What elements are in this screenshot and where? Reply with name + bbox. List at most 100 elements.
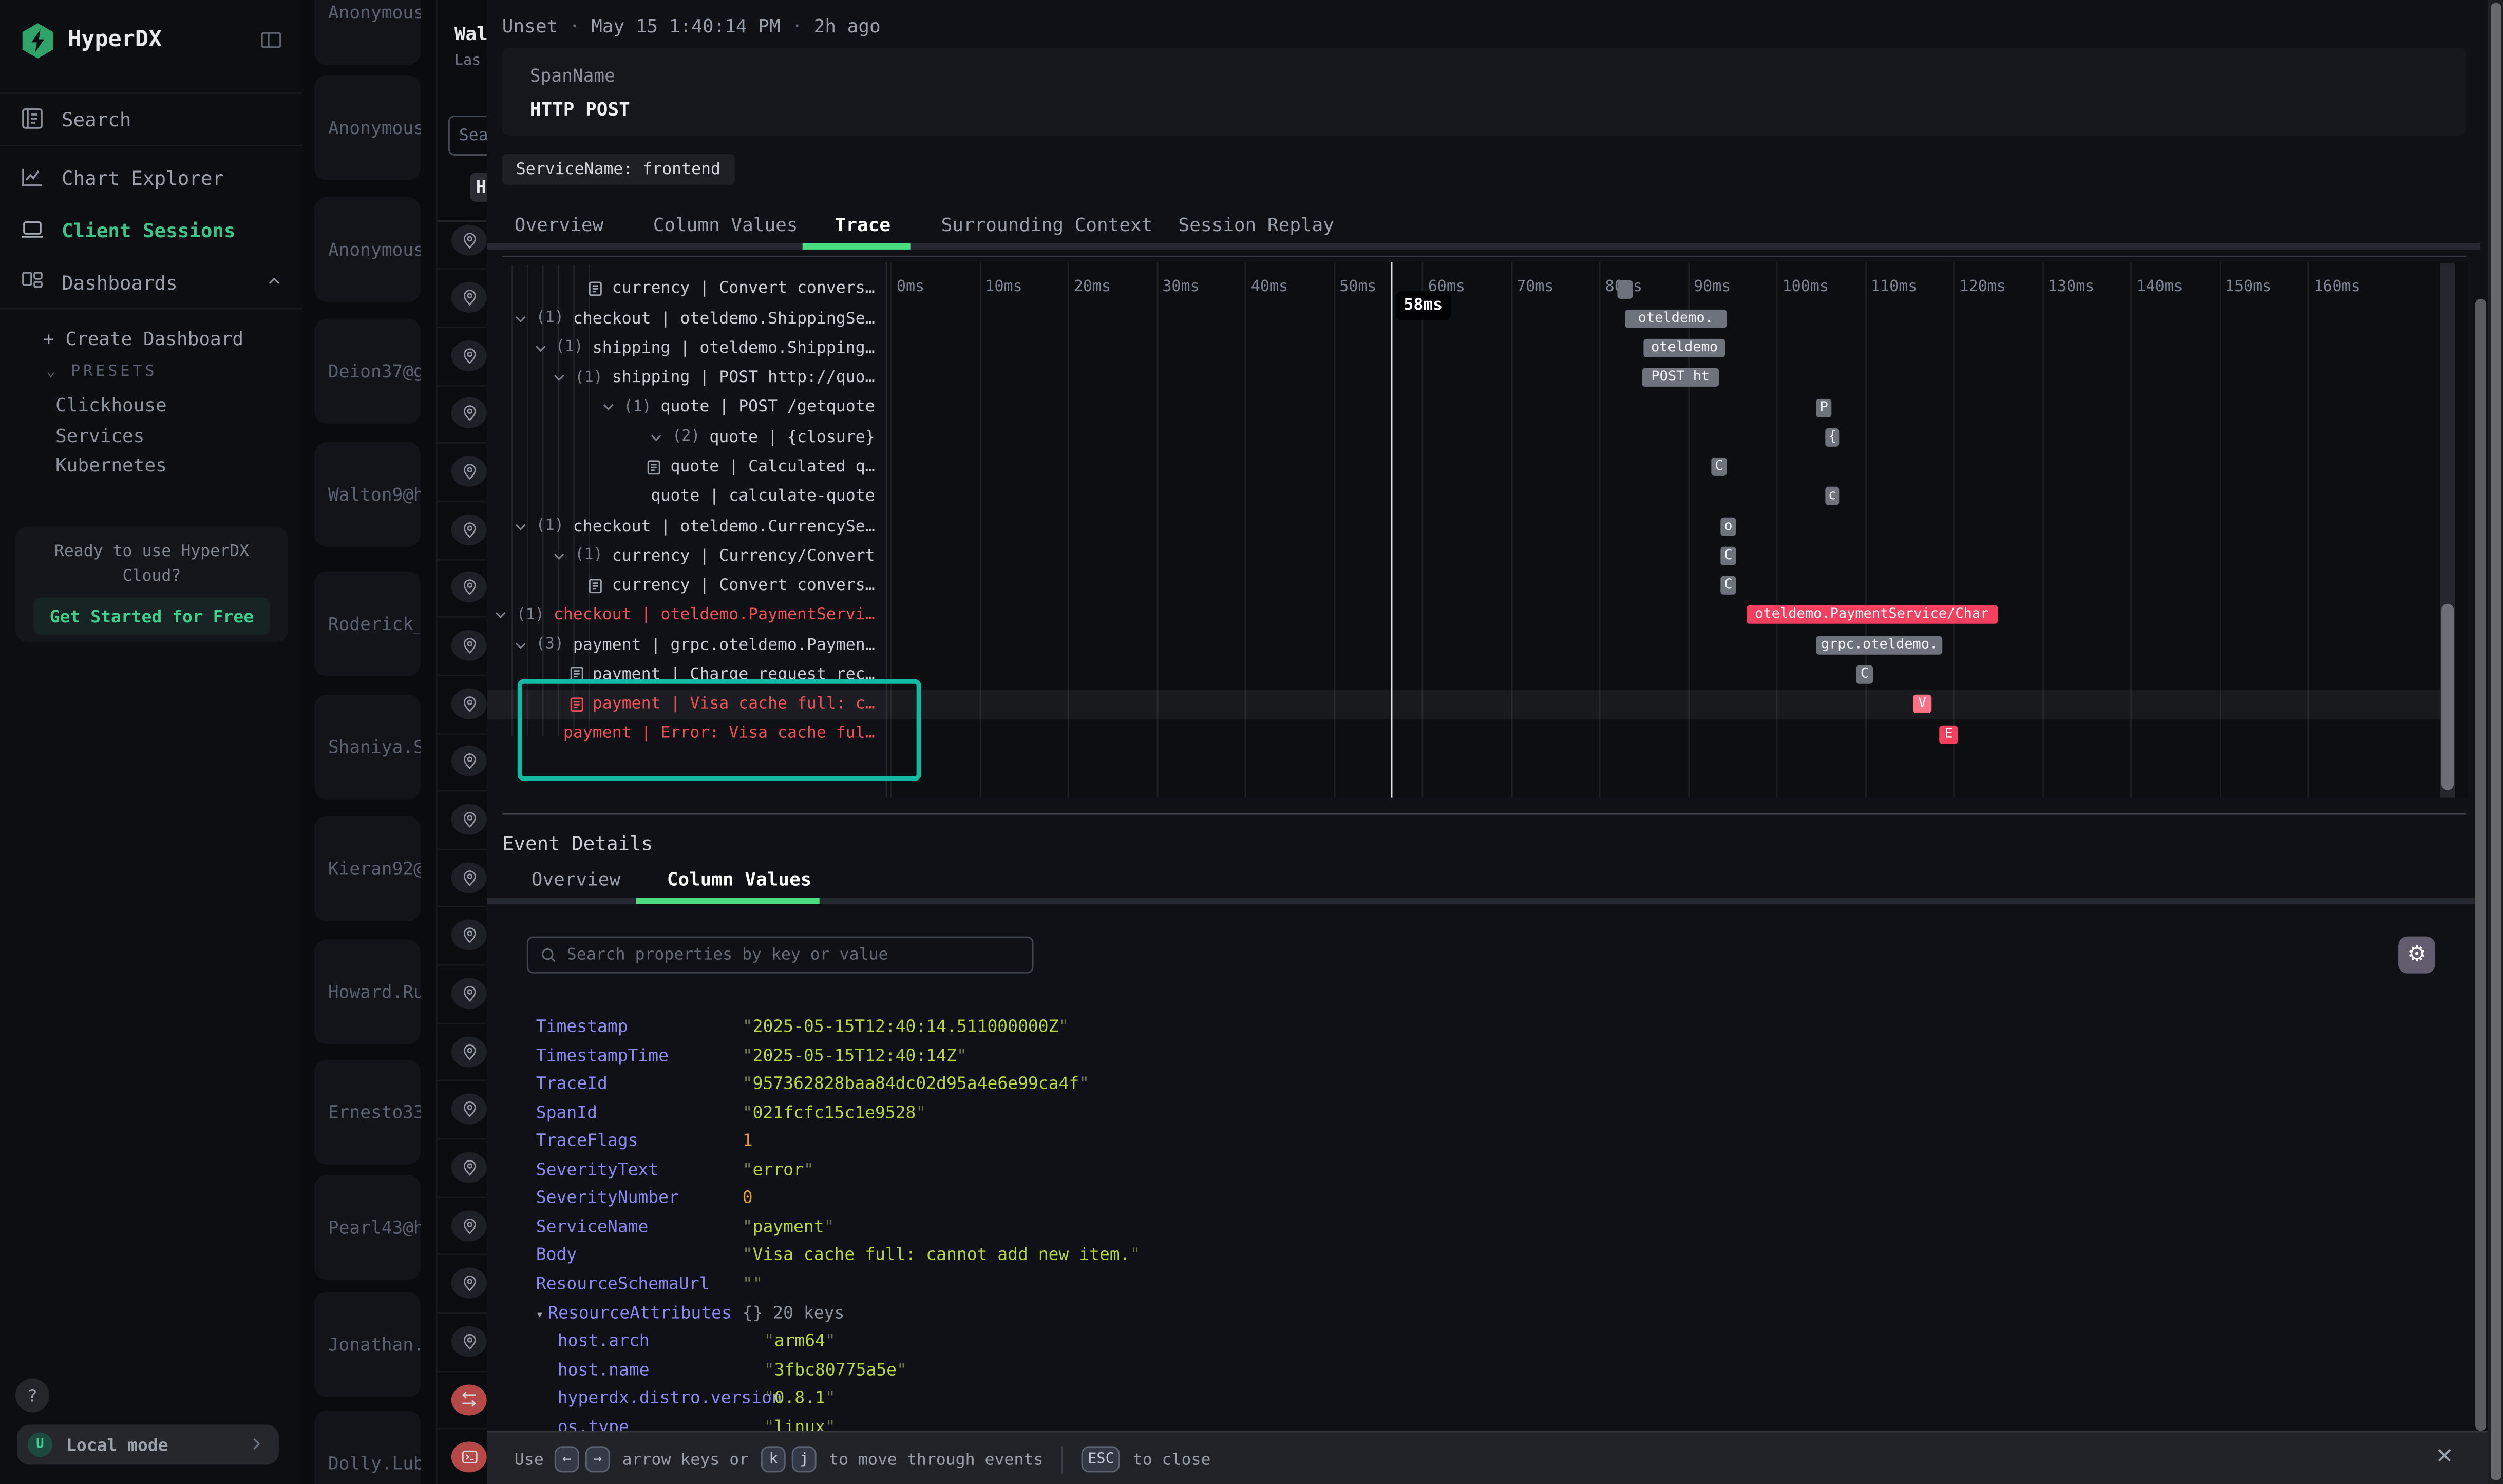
session-card[interactable]: Jonathan.B [314, 1292, 421, 1397]
span-duration-bar[interactable] [1617, 279, 1633, 298]
event-details-tab-column-values[interactable]: Column Values [667, 868, 812, 890]
preset-item-kubernetes[interactable]: Kubernetes [55, 454, 167, 476]
location-pin-icon[interactable] [451, 1152, 487, 1183]
location-pin-icon[interactable] [451, 1036, 487, 1067]
property-row[interactable]: SeverityNumber 0 [487, 1188, 2458, 1215]
location-pin-icon[interactable] [451, 804, 487, 835]
property-row[interactable]: SpanId "021fcfc15c1e9528" [487, 1102, 2458, 1130]
location-pin-icon[interactable] [451, 1094, 487, 1125]
span-duration-bar[interactable]: C [1855, 665, 1874, 684]
session-search-input[interactable]: Sea [448, 115, 488, 156]
location-pin-icon[interactable] [451, 1210, 487, 1241]
property-row[interactable]: Timestamp "2025-05-15T12:40:14.511000000Z… [487, 1017, 2458, 1044]
chevron-down-icon[interactable] [513, 311, 528, 326]
location-pin-icon[interactable] [451, 572, 487, 603]
preset-item-clickhouse[interactable]: Clickhouse [55, 394, 167, 416]
collapse-caret-icon[interactable]: ▾ [536, 1306, 544, 1321]
session-card[interactable]: Ernesto33@ [314, 1059, 421, 1165]
span-duration-bar[interactable]: C [1710, 458, 1728, 477]
span-tree-row[interactable]: quote | calculate-quote [487, 482, 875, 511]
tab-surrounding-context[interactable]: Surrounding Context [941, 214, 1153, 236]
span-tree-row[interactable]: (1) shipping | oteldemo.Shipping… [487, 333, 875, 363]
location-pin-icon[interactable] [451, 630, 487, 661]
location-pin-icon[interactable] [451, 978, 487, 1009]
location-pin-icon[interactable] [451, 456, 487, 487]
span-duration-bar[interactable]: E [1940, 725, 1958, 744]
span-duration-bar[interactable]: POST ht [1641, 368, 1720, 387]
location-pin-icon[interactable] [451, 1268, 487, 1299]
property-row[interactable]: ServiceName "payment" [487, 1216, 2458, 1244]
location-pin-icon[interactable] [451, 340, 487, 371]
chevron-down-icon[interactable] [513, 637, 528, 653]
event-details-tab-overview[interactable]: Overview [531, 868, 621, 890]
create-dashboard-button[interactable]: + Create Dashboard [43, 328, 244, 350]
session-card[interactable]: Shaniya.Sc [314, 694, 421, 800]
terminal-icon[interactable] [451, 1442, 487, 1473]
waterfall-scrollbar[interactable] [2440, 263, 2456, 798]
tab-column-values[interactable]: Column Values [653, 214, 798, 236]
span-duration-bar[interactable]: c [1825, 487, 1840, 506]
span-duration-bar[interactable]: P [1816, 398, 1832, 417]
span-tree-row[interactable]: (1) checkout | oteldemo.ShippingSe… [487, 303, 875, 333]
help-button[interactable]: ? [15, 1378, 49, 1413]
local-mode-menu[interactable]: U Local mode [16, 1424, 279, 1465]
session-tab[interactable]: H [469, 172, 488, 202]
span-duration-bar[interactable]: oteldemo [1644, 338, 1725, 357]
location-pin-icon[interactable] [451, 862, 487, 893]
session-card[interactable]: Anonymous [314, 0, 421, 65]
location-pin-icon[interactable] [451, 920, 487, 951]
session-card[interactable]: Roderick_S [314, 571, 421, 676]
property-row[interactable]: SeverityText "error" [487, 1159, 2458, 1187]
chevron-down-icon[interactable] [533, 340, 548, 356]
span-tree-row[interactable]: (1) shipping | POST http://quo… [487, 363, 875, 392]
close-icon[interactable]: ✕ [2435, 1444, 2454, 1470]
property-row[interactable]: ResourceSchemaUrl "" [487, 1273, 2458, 1301]
network-exchange-icon[interactable] [451, 1383, 487, 1415]
chevron-down-icon[interactable] [513, 518, 528, 534]
properties-search-input[interactable]: Search properties by key or value [526, 936, 1034, 974]
property-row[interactable]: ▾ ResourceAttributes {} 20 keys [487, 1302, 2458, 1330]
chevron-down-icon[interactable] [552, 370, 567, 385]
location-pin-icon[interactable] [451, 398, 487, 429]
span-duration-bar[interactable]: V [1913, 695, 1931, 714]
session-card[interactable]: Deion37@gm [314, 318, 421, 424]
sidebar-item-client-sessions[interactable]: Client Sessions [0, 206, 304, 253]
span-tree-row[interactable]: payment | Error: Visa cache ful… [487, 719, 875, 749]
property-row[interactable]: host.arch "arm64" [487, 1331, 2458, 1359]
span-tree-row[interactable]: (1) currency | Currency/Convert [487, 541, 875, 570]
chevron-down-icon[interactable] [600, 399, 616, 415]
span-duration-bar[interactable]: { [1825, 428, 1840, 447]
span-duration-bar[interactable]: oteldemo.PaymentService/Char [1746, 606, 1998, 625]
sidebar-item-chart-explorer[interactable]: Chart Explorer [0, 154, 304, 200]
session-card[interactable]: Pearl43@ho [314, 1175, 421, 1280]
service-name-tag[interactable]: ServiceName: frontend [502, 154, 735, 185]
span-tree-row[interactable]: quote | Calculated q… [487, 452, 875, 481]
session-card[interactable]: Walton9@ho [314, 442, 421, 547]
span-duration-bar[interactable]: o [1720, 517, 1736, 536]
chevron-down-icon[interactable] [494, 607, 509, 623]
session-card[interactable]: Kieran92@h [314, 816, 421, 921]
span-duration-bar[interactable]: oteldemo. [1624, 309, 1727, 328]
session-card[interactable]: Anonymous [314, 197, 421, 302]
collapse-sidebar-icon[interactable] [259, 28, 283, 52]
get-started-button[interactable]: Get Started for Free [33, 597, 270, 635]
property-row[interactable]: TraceFlags 1 [487, 1131, 2458, 1158]
span-tree-row[interactable]: currency | Convert convers… [487, 274, 875, 303]
span-duration-bar[interactable]: C [1720, 546, 1736, 565]
property-row[interactable]: TimestampTime "2025-05-15T12:40:14Z" [487, 1045, 2458, 1073]
property-row[interactable]: Body "Visa cache full: cannot add new ite… [487, 1245, 2458, 1273]
sidebar-item-dashboards[interactable]: Dashboards [0, 259, 304, 305]
property-row[interactable]: host.name "3fbc80775a5e" [487, 1359, 2458, 1387]
span-tree-row[interactable]: (1) quote | POST /getquote [487, 393, 875, 422]
presets-toggle[interactable]: ⌄ PRESETS [46, 363, 158, 380]
chevron-up-icon[interactable] [265, 273, 283, 291]
chevron-down-icon[interactable] [552, 548, 567, 563]
location-pin-icon[interactable] [451, 1326, 487, 1357]
span-tree-row[interactable]: payment | Visa cache full: c… [487, 690, 875, 719]
tab-overview[interactable]: Overview [514, 214, 604, 236]
session-card[interactable]: Dolly.Lubo [314, 1411, 421, 1484]
span-tree-row[interactable]: (2) quote | {closure} [487, 423, 875, 452]
span-duration-bar[interactable]: grpc.oteldemo. [1816, 635, 1943, 654]
gear-icon[interactable]: ⚙ [2398, 936, 2436, 974]
span-duration-bar[interactable]: C [1720, 576, 1736, 595]
